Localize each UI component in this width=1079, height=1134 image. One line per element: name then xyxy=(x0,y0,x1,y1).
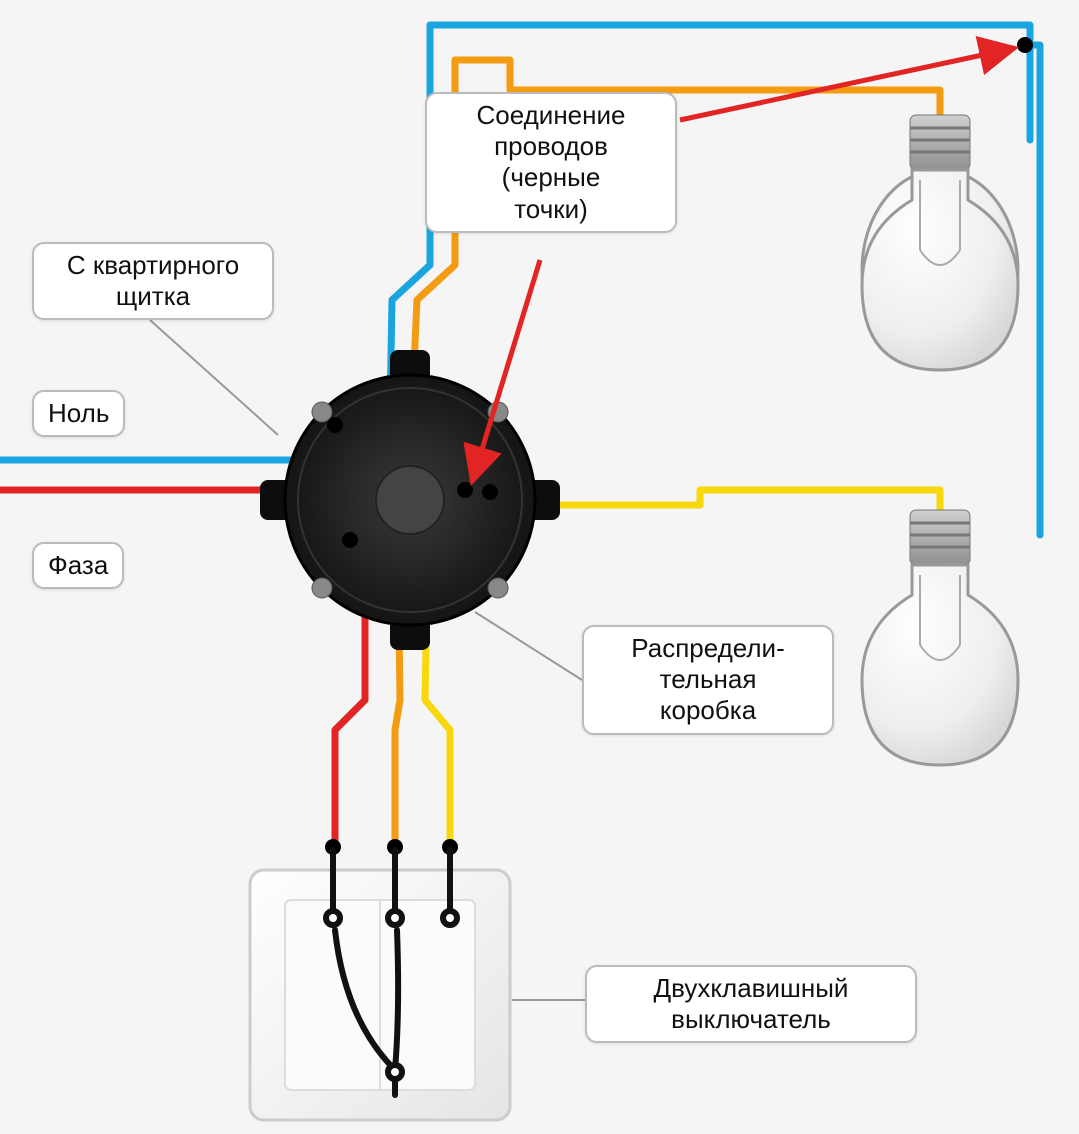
bulb-2 xyxy=(862,510,1018,765)
bulb-1 xyxy=(862,115,1018,370)
leader-lines-gray xyxy=(150,320,585,1000)
wire-neutral-branch xyxy=(1025,45,1040,535)
label-from-panel: С квартирного щитка xyxy=(32,242,274,320)
wiring-diagram: { "type": "electrical-wiring-diagram", "… xyxy=(0,0,1079,1134)
label-phase: Фаза xyxy=(32,542,124,589)
label-switch: Двухклавишный выключатель xyxy=(585,965,917,1043)
junction-box xyxy=(260,350,560,650)
label-neutral: Ноль xyxy=(32,390,125,437)
label-connections: Соединение проводов (черные точки) xyxy=(425,92,677,233)
label-junction-box: Распредели- тельная коробка xyxy=(582,625,834,735)
double-switch xyxy=(250,850,510,1120)
